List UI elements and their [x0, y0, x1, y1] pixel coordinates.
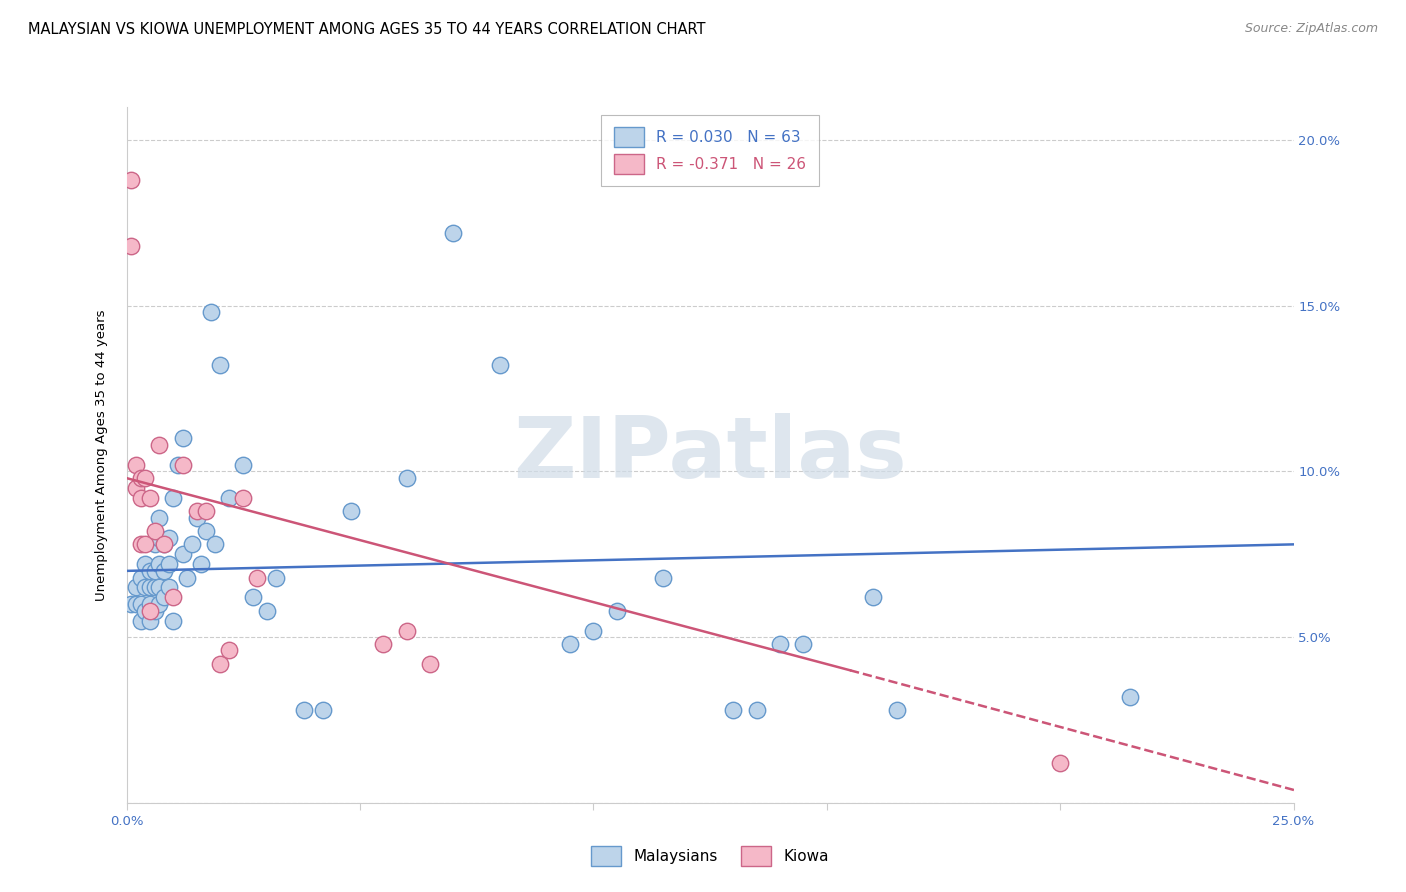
- Point: [180, 537, 202, 551]
- Point: [419, 657, 441, 671]
- Point: [769, 637, 792, 651]
- Point: [172, 547, 194, 561]
- Point: [208, 359, 231, 373]
- Legend: Malaysians, Kiowa: Malaysians, Kiowa: [585, 840, 835, 871]
- Point: [125, 481, 148, 495]
- Point: [292, 703, 315, 717]
- Point: [129, 491, 152, 505]
- Point: [153, 537, 176, 551]
- Text: Source: ZipAtlas.com: Source: ZipAtlas.com: [1244, 22, 1378, 36]
- Point: [395, 624, 418, 638]
- Point: [134, 471, 156, 485]
- Point: [208, 657, 231, 671]
- Point: [134, 537, 156, 551]
- Point: [218, 643, 240, 657]
- Point: [176, 570, 198, 584]
- Point: [129, 570, 152, 584]
- Point: [120, 597, 142, 611]
- Point: [134, 604, 156, 618]
- Point: [886, 703, 908, 717]
- Point: [162, 491, 184, 505]
- Point: [162, 591, 184, 605]
- Point: [745, 703, 768, 717]
- Point: [200, 305, 222, 319]
- Point: [395, 471, 418, 485]
- Point: [148, 511, 170, 525]
- Point: [148, 531, 170, 545]
- Point: [167, 458, 190, 472]
- Point: [186, 511, 208, 525]
- Point: [190, 558, 212, 572]
- Point: [125, 581, 148, 595]
- Point: [148, 581, 170, 595]
- Point: [139, 564, 162, 578]
- Point: [792, 637, 814, 651]
- Text: MALAYSIAN VS KIOWA UNEMPLOYMENT AMONG AGES 35 TO 44 YEARS CORRELATION CHART: MALAYSIAN VS KIOWA UNEMPLOYMENT AMONG AG…: [28, 22, 706, 37]
- Point: [373, 637, 395, 651]
- Point: [162, 614, 184, 628]
- Point: [129, 597, 152, 611]
- Point: [652, 570, 675, 584]
- Point: [148, 597, 170, 611]
- Point: [339, 504, 361, 518]
- Point: [232, 491, 254, 505]
- Point: [582, 624, 605, 638]
- Point: [186, 504, 208, 518]
- Point: [256, 604, 278, 618]
- Point: [194, 504, 217, 518]
- Point: [125, 458, 148, 472]
- Point: [1049, 756, 1071, 770]
- Point: [143, 564, 166, 578]
- Point: [143, 524, 166, 538]
- Point: [134, 558, 156, 572]
- Point: [204, 537, 226, 551]
- Point: [139, 604, 162, 618]
- Point: [139, 614, 162, 628]
- Point: [148, 438, 170, 452]
- Point: [153, 537, 176, 551]
- Point: [129, 614, 152, 628]
- Point: [172, 458, 194, 472]
- Point: [143, 581, 166, 595]
- Y-axis label: Unemployment Among Ages 35 to 44 years: Unemployment Among Ages 35 to 44 years: [94, 310, 108, 600]
- Point: [606, 604, 628, 618]
- Point: [129, 471, 152, 485]
- Text: ZIPatlas: ZIPatlas: [513, 413, 907, 497]
- Point: [246, 570, 269, 584]
- Point: [153, 591, 176, 605]
- Point: [148, 558, 170, 572]
- Point: [125, 597, 148, 611]
- Point: [139, 581, 162, 595]
- Point: [862, 591, 884, 605]
- Point: [139, 597, 162, 611]
- Point: [311, 703, 333, 717]
- Point: [723, 703, 745, 717]
- Point: [558, 637, 581, 651]
- Point: [232, 458, 254, 472]
- Point: [218, 491, 240, 505]
- Point: [242, 591, 264, 605]
- Point: [157, 581, 180, 595]
- Point: [157, 531, 180, 545]
- Point: [489, 359, 512, 373]
- Point: [139, 491, 162, 505]
- Point: [120, 173, 142, 187]
- Point: [143, 604, 166, 618]
- Point: [1119, 690, 1142, 704]
- Point: [194, 524, 217, 538]
- Point: [120, 239, 142, 253]
- Point: [143, 537, 166, 551]
- Point: [264, 570, 287, 584]
- Point: [129, 537, 152, 551]
- Point: [157, 558, 180, 572]
- Point: [172, 431, 194, 445]
- Point: [134, 581, 156, 595]
- Point: [441, 226, 464, 240]
- Point: [153, 564, 176, 578]
